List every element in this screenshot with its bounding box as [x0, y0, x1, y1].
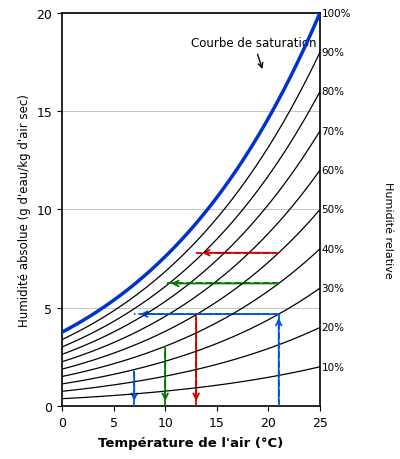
Text: 90%: 90% [322, 48, 344, 58]
Text: 30%: 30% [322, 284, 344, 293]
Text: 70%: 70% [322, 127, 344, 136]
Text: 60%: 60% [322, 166, 344, 176]
Y-axis label: Humidité absolue (g d'eau/kg d'air sec): Humidité absolue (g d'eau/kg d'air sec) [18, 94, 31, 326]
Text: Humidité relative: Humidité relative [383, 181, 393, 278]
X-axis label: Température de l'air (°C): Température de l'air (°C) [98, 436, 284, 449]
Text: 80%: 80% [322, 87, 344, 97]
Text: 50%: 50% [322, 205, 344, 215]
Text: Courbe de saturation: Courbe de saturation [191, 37, 316, 68]
Text: 10%: 10% [322, 362, 344, 372]
Text: 40%: 40% [322, 244, 344, 254]
Text: 100%: 100% [322, 9, 351, 19]
Text: 20%: 20% [322, 323, 344, 333]
